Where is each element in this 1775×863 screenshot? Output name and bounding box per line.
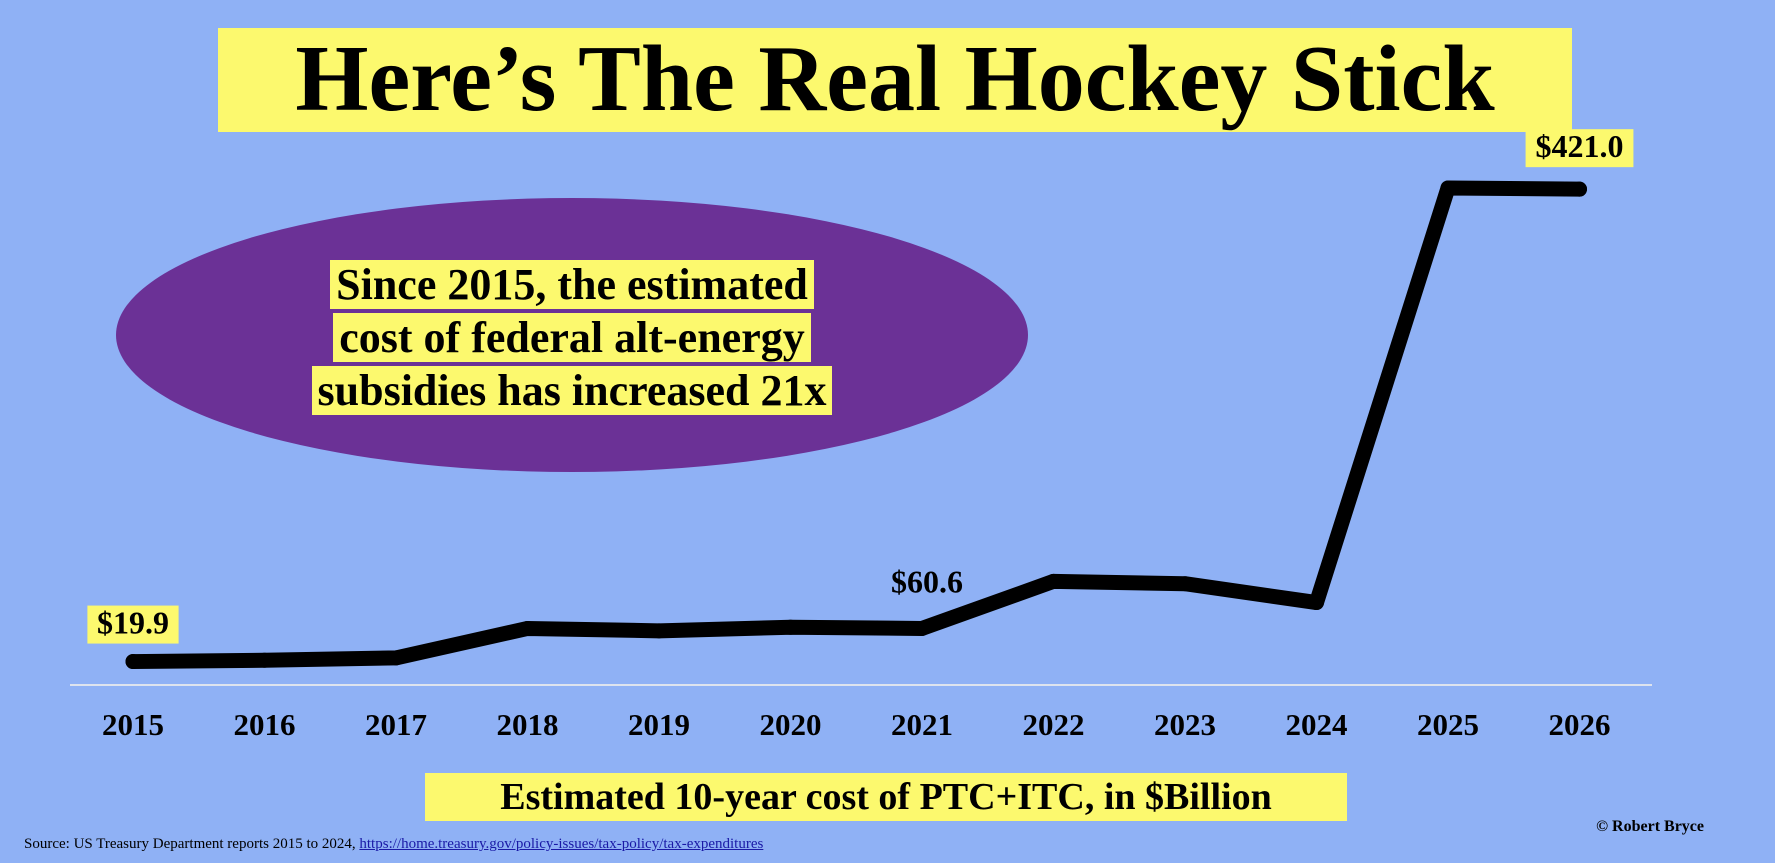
data-point-2015 [125, 654, 141, 670]
data-point-2017 [388, 650, 404, 666]
data-label-2026: $421.0 [1536, 128, 1624, 164]
data-label-2015: $19.9 [97, 605, 169, 641]
x-axis-title: Estimated 10-year cost of PTC+ITC, in $B… [500, 776, 1272, 818]
x-tick-label-2015: 2015 [102, 707, 164, 742]
data-point-2019 [651, 623, 667, 639]
data-point-2024 [1309, 595, 1324, 611]
x-tick-label-2020: 2020 [760, 707, 822, 742]
x-tick-label-2021: 2021 [891, 707, 953, 742]
x-tick-label-2017: 2017 [365, 707, 427, 742]
x-tick-label-2026: 2026 [1549, 707, 1611, 742]
x-tick-label-2024: 2024 [1286, 707, 1348, 742]
data-point-2021 [914, 620, 930, 636]
x-tick-label-2023: 2023 [1154, 707, 1216, 742]
chart-title: Here’s The Real Hockey Stick [295, 27, 1495, 131]
data-point-2025 [1440, 180, 1456, 196]
x-tick-label-2019: 2019 [628, 707, 690, 742]
data-label-2021: $60.6 [891, 563, 963, 599]
source-note: Source: US Treasury Department reports 2… [24, 834, 763, 854]
data-point-2023 [1177, 576, 1193, 592]
x-tick-label-2016: 2016 [234, 707, 296, 742]
callout-text: Since 2015, the estimated cost of federa… [262, 258, 882, 417]
source-link[interactable]: https://home.treasury.gov/policy-issues/… [359, 836, 764, 852]
x-tick-label-2022: 2022 [1023, 707, 1085, 742]
data-point-2018 [520, 620, 535, 636]
data-point-2026 [1572, 181, 1587, 197]
series-line [125, 180, 1587, 670]
title-highlight [218, 28, 1572, 132]
x-axis-title-highlight [425, 773, 1347, 821]
x-tick-label-2018: 2018 [497, 707, 559, 742]
callout-line-3: subsidies has increased 21x [311, 366, 833, 415]
callout-line-2: cost of federal alt-energy [333, 313, 811, 362]
data-label-highlight-2026 [1525, 129, 1634, 168]
callout-line-1: Since 2015, the estimated [330, 260, 814, 309]
data-point-2016 [257, 652, 272, 668]
data-point-2022 [1046, 573, 1061, 589]
data-point-2020 [783, 619, 798, 635]
x-tick-label-2025: 2025 [1417, 707, 1479, 742]
data-label-highlight-2015 [87, 605, 179, 644]
copyright-note: © Robert Bryce [1596, 818, 1704, 835]
source-prefix: Source: US Treasury Department reports 2… [24, 836, 360, 852]
